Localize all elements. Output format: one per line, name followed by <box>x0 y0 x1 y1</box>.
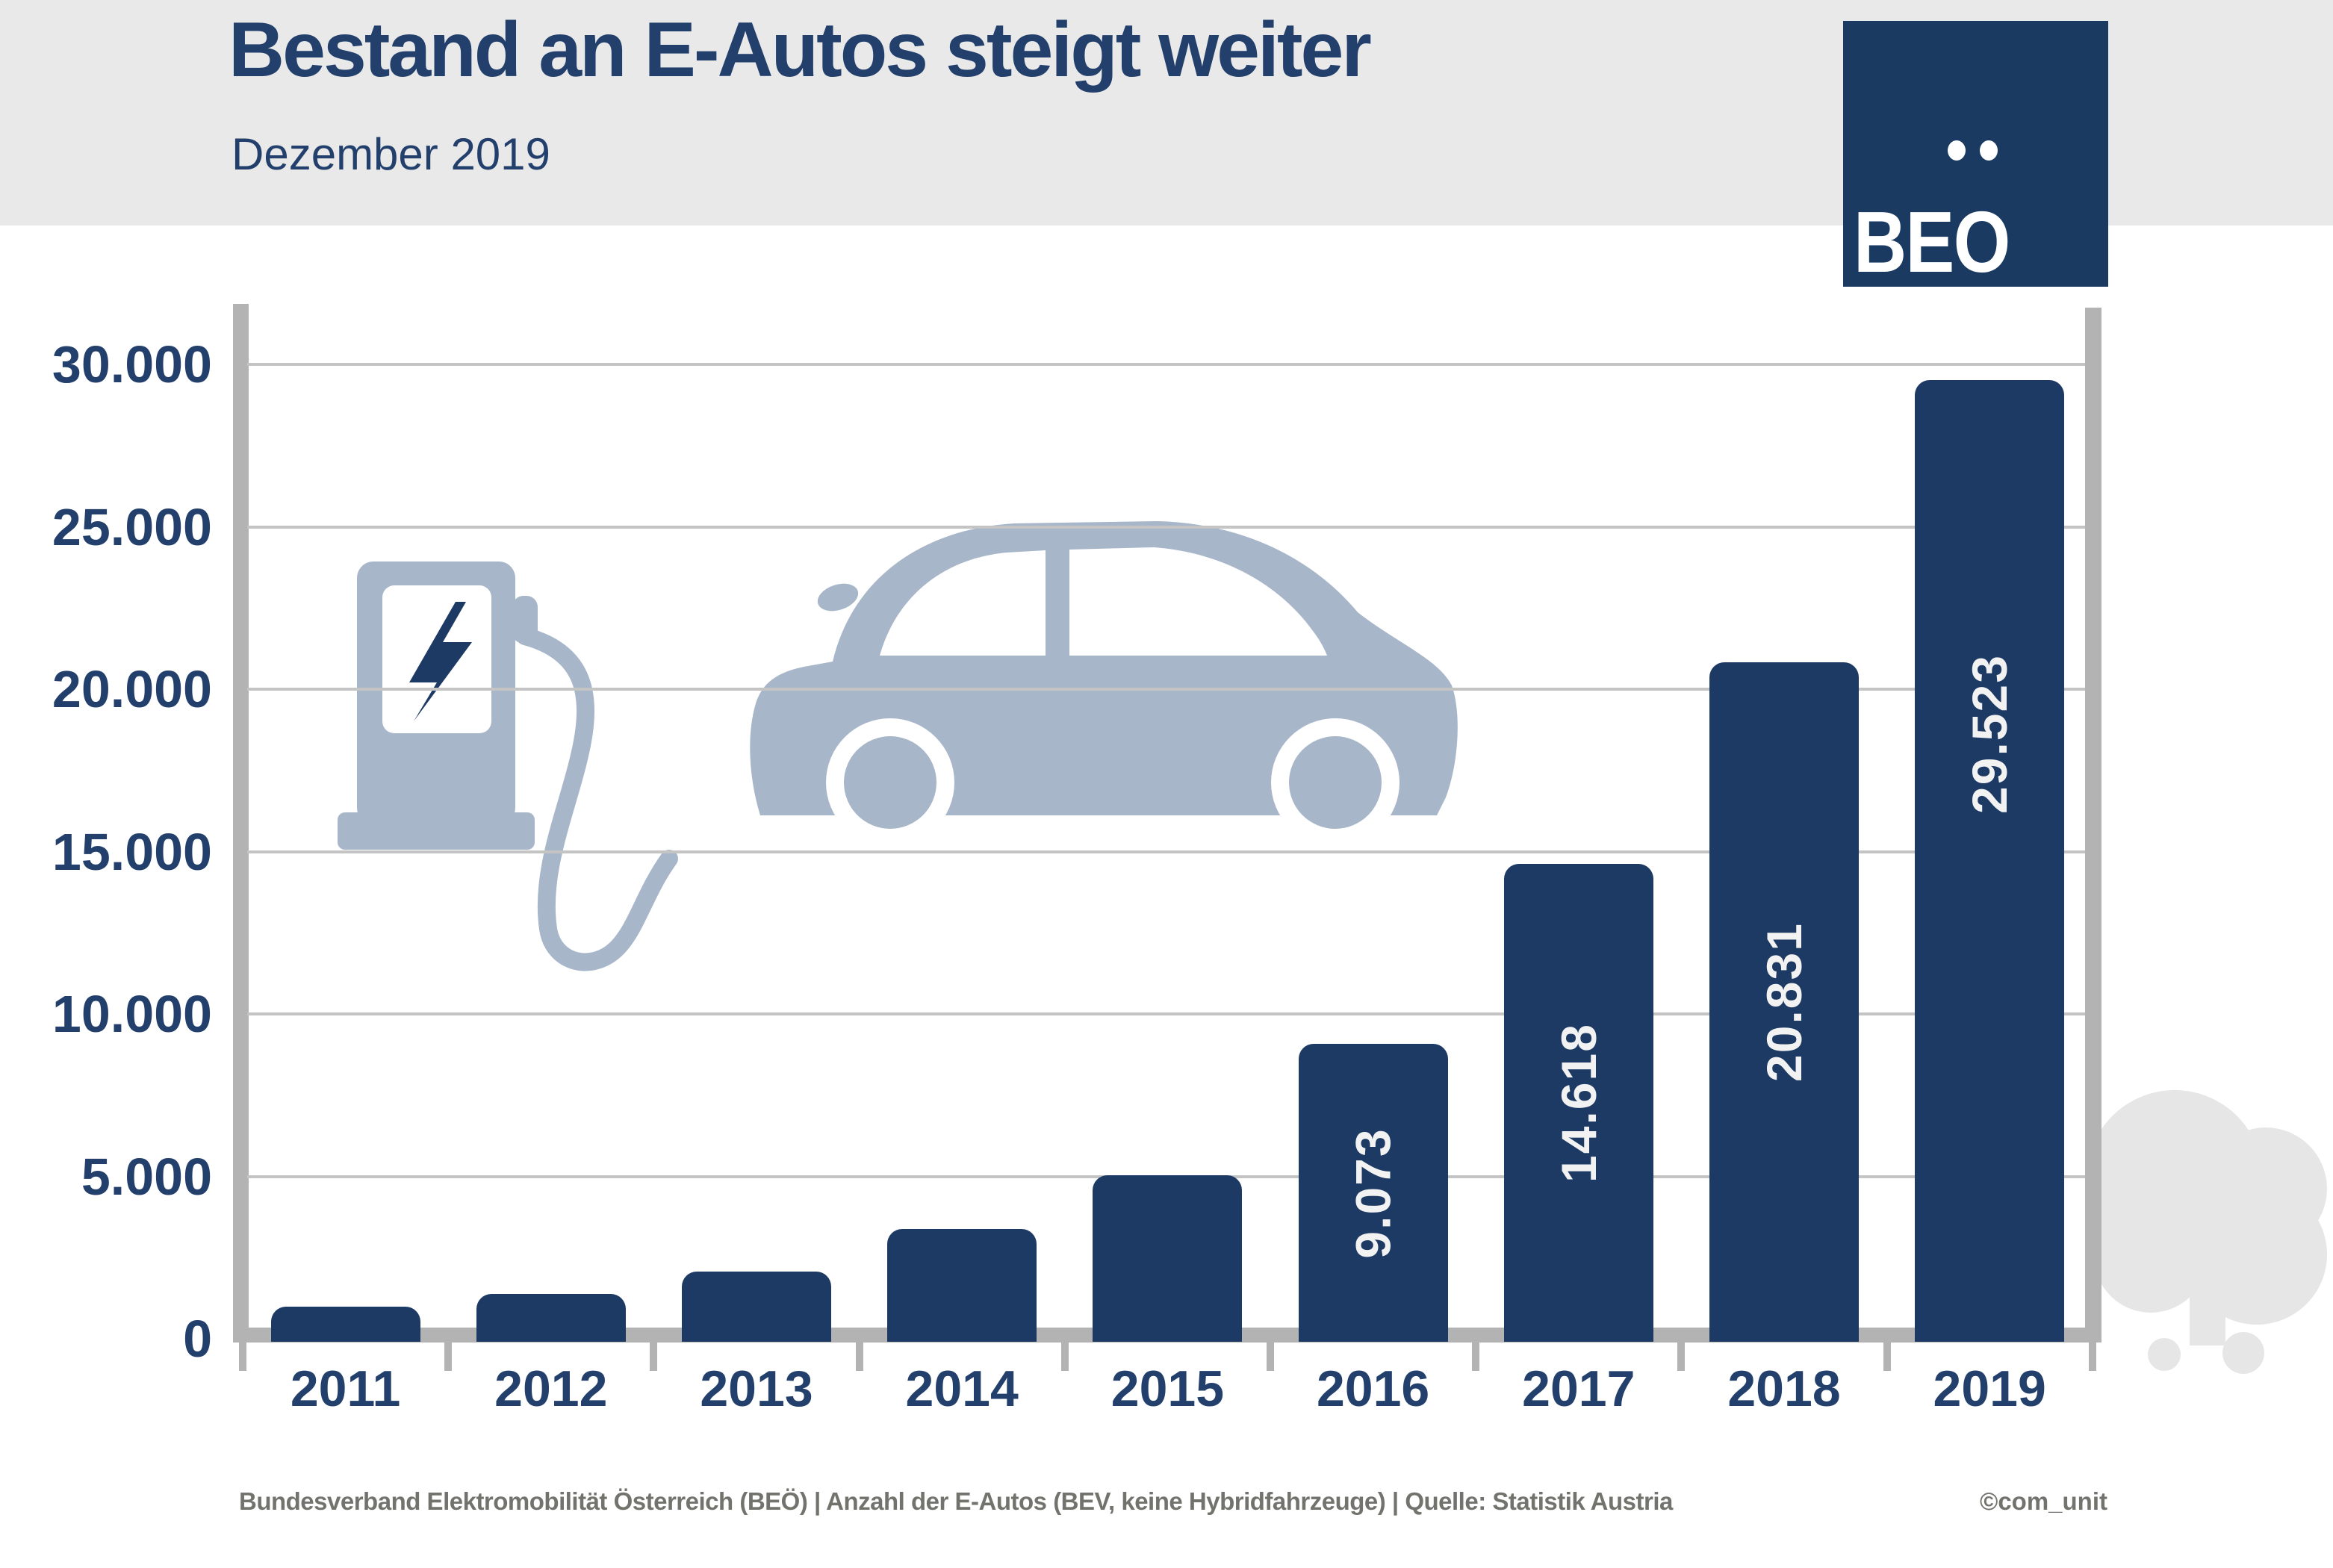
year-label-2014: 2014 <box>905 1360 1019 1417</box>
gridline-15000 <box>247 850 2085 853</box>
electric-car-icon <box>750 521 1458 847</box>
logo-text: BEO <box>1854 193 2010 290</box>
bar-2018: 20.831 <box>1709 662 1859 1342</box>
x-axis-tick-3 <box>855 1343 863 1371</box>
year-label-2018: 2018 <box>1727 1360 1841 1417</box>
lightning-bolt-icon <box>409 602 472 721</box>
y-axis-label-0: 0 <box>183 1310 212 1368</box>
tree-canopy <box>2187 1184 2327 1325</box>
station-base <box>338 812 535 850</box>
y-axis-label-5000: 5.000 <box>81 1147 212 1206</box>
logo-umlaut-dot-right <box>1980 140 1998 161</box>
car-rear-window <box>1069 547 1327 656</box>
page-title: Bestand an E-Autos steigt weiter <box>229 7 1372 93</box>
year-label-2011: 2011 <box>290 1360 401 1417</box>
year-label-2019: 2019 <box>1933 1360 2046 1417</box>
x-axis-tick-6 <box>1472 1343 1480 1371</box>
y-axis-label-30000: 30.000 <box>52 335 212 393</box>
x-axis-tick-4 <box>1060 1343 1069 1371</box>
gridline-25000 <box>247 525 2085 529</box>
year-label-2016: 2016 <box>1316 1360 1430 1417</box>
bar-2012 <box>476 1293 626 1342</box>
car-mirror <box>817 583 859 612</box>
x-axis-tick-9 <box>2088 1343 2096 1371</box>
ev-charging-station-icon <box>338 561 678 971</box>
bar-value-label-2018: 20.831 <box>1756 921 1812 1082</box>
front-wheel <box>844 736 936 829</box>
bar-2014 <box>887 1228 1037 1342</box>
tree-canopy <box>2094 1199 2208 1313</box>
bar-2017: 14.618 <box>1503 864 1653 1342</box>
tree-icon <box>2087 1090 2327 1374</box>
bar-2013 <box>682 1271 831 1342</box>
x-axis-tick-8 <box>1883 1343 1891 1371</box>
y-axis-label-15000: 15.000 <box>52 822 212 881</box>
gridline-30000 <box>247 363 2085 366</box>
beo-logo: BEO <box>1843 21 2108 287</box>
y-axis-label-20000: 20.000 <box>52 660 212 718</box>
year-label-2013: 2013 <box>700 1360 813 1417</box>
bar-2011 <box>270 1306 420 1342</box>
gridline-20000 <box>247 688 2085 691</box>
bar-2016: 9.073 <box>1298 1044 1448 1342</box>
bar-value-label-2016: 9.073 <box>1345 1127 1401 1259</box>
ground-mound <box>2222 1332 2264 1374</box>
y-axis-line-left <box>233 304 249 1343</box>
logo-umlaut-dot-left <box>1948 140 1966 161</box>
year-label-2015: 2015 <box>1110 1360 1225 1417</box>
bar-value-label-2019: 29.523 <box>1962 653 2018 814</box>
page-subtitle: Dezember 2019 <box>232 129 550 179</box>
year-label-2017: 2017 <box>1522 1360 1635 1417</box>
x-axis-tick-2 <box>650 1343 658 1371</box>
x-axis-tick-5 <box>1267 1343 1274 1371</box>
year-label-2012: 2012 <box>494 1360 608 1417</box>
car-front-window <box>880 550 1046 656</box>
bar-2015 <box>1093 1175 1243 1342</box>
charging-cable <box>516 627 678 971</box>
credit-note: ©com_unit <box>1980 1487 2107 1515</box>
rear-wheel <box>1289 736 1382 829</box>
ground-mound <box>2148 1338 2181 1371</box>
y-axis-label-10000: 10.000 <box>52 985 212 1043</box>
y-axis-label-25000: 25.000 <box>52 497 212 556</box>
bar-value-label-2017: 14.618 <box>1550 1023 1606 1183</box>
source-note: Bundesverband Elektromobilität Österreic… <box>239 1487 1673 1515</box>
y-axis-line-right <box>2085 308 2101 1343</box>
x-axis-tick-1 <box>444 1343 453 1371</box>
x-axis-tick-7 <box>1677 1343 1686 1371</box>
x-axis-tick-0 <box>239 1343 246 1371</box>
bar-2019: 29.523 <box>1915 379 2065 1342</box>
cable-socket <box>512 596 538 644</box>
gridline-10000 <box>247 1012 2085 1015</box>
